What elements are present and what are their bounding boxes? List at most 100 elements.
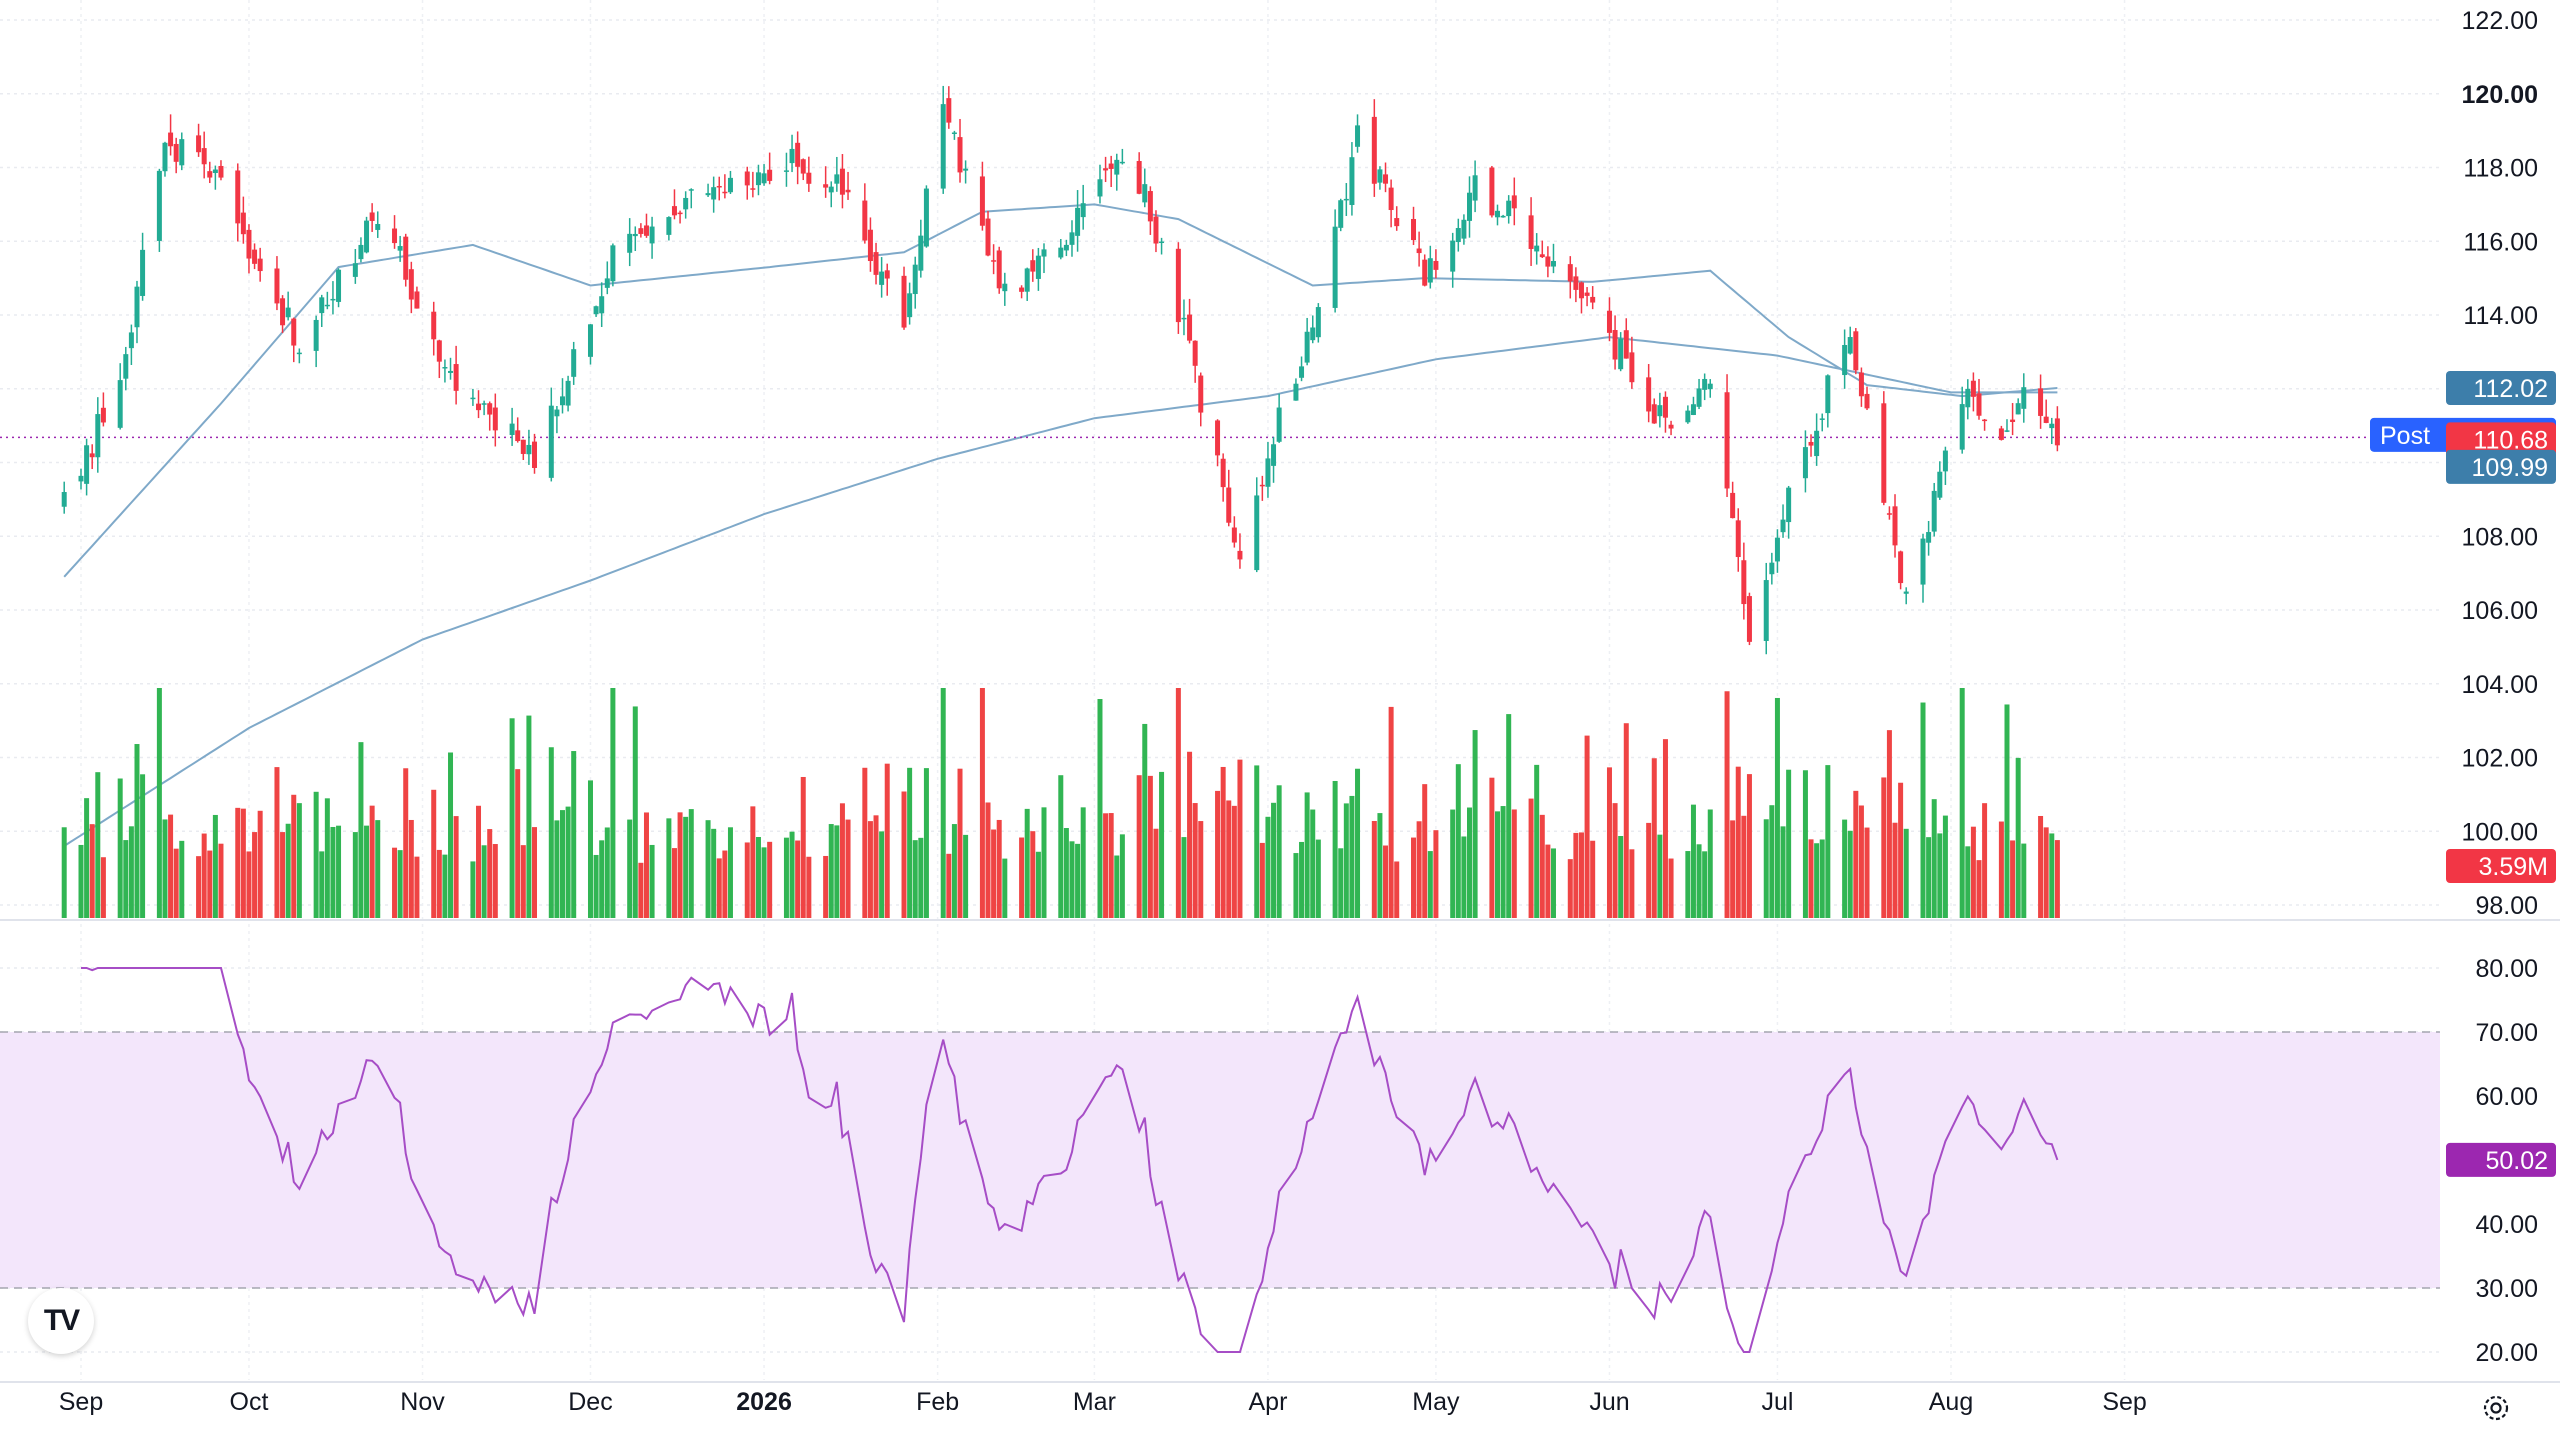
volume-bar xyxy=(476,805,482,918)
candle-body xyxy=(800,159,806,174)
volume-bar xyxy=(1299,841,1305,918)
candle-body xyxy=(1394,218,1400,227)
candle-body xyxy=(946,98,952,123)
candle-body xyxy=(1265,458,1271,487)
settings-gear-icon[interactable] xyxy=(2476,1388,2516,1428)
volume-bar xyxy=(1310,809,1316,918)
ma-slow-line xyxy=(63,336,2058,847)
candle-body xyxy=(1237,550,1243,560)
time-axis-label: Sep xyxy=(59,1388,103,1416)
candle-body xyxy=(240,212,246,235)
candle-body xyxy=(1741,560,1747,605)
candle-body xyxy=(1970,380,1976,397)
price-axis-label: 116.00 xyxy=(2463,228,2538,256)
volume-bar xyxy=(61,827,67,918)
volume-bar xyxy=(1136,775,1142,918)
candle-body xyxy=(2054,418,2060,446)
volume-bar xyxy=(408,819,414,918)
candle-body xyxy=(532,441,538,468)
candle-body xyxy=(795,142,801,167)
volume-bar xyxy=(1002,858,1008,918)
volume-bar xyxy=(918,837,924,918)
candle-body xyxy=(688,189,694,191)
volume-bar xyxy=(1276,785,1282,918)
candle-body xyxy=(1226,487,1232,523)
volume-bar xyxy=(1808,839,1814,918)
volume-bar xyxy=(711,828,717,918)
candle-body xyxy=(1455,228,1461,243)
candle-body xyxy=(923,188,929,247)
candle-body xyxy=(1926,532,1932,543)
volume-bar xyxy=(761,847,767,918)
candle-body xyxy=(1780,519,1786,533)
volume-bar xyxy=(1847,830,1853,918)
candle-body xyxy=(823,184,829,188)
volume-bar xyxy=(375,820,381,918)
candle-body xyxy=(1730,492,1736,519)
price-axis-label: 118.00 xyxy=(2463,155,2538,183)
volume-bar xyxy=(1427,851,1433,918)
volume-bar xyxy=(1198,821,1204,918)
volume-bar xyxy=(492,844,498,918)
volume-bar xyxy=(1181,837,1187,918)
candle-body xyxy=(1847,337,1853,354)
volume-bar xyxy=(1377,813,1383,918)
volume-bar xyxy=(1886,730,1892,918)
candle-body xyxy=(392,228,398,244)
candle-body xyxy=(1159,241,1165,244)
tradingview-logo[interactable]: TV xyxy=(28,1288,94,1354)
candle-body xyxy=(789,148,795,164)
volume-bar xyxy=(1545,844,1551,918)
candle-body xyxy=(1864,393,1870,409)
volume-bar xyxy=(1573,832,1579,918)
volume-bar xyxy=(240,808,246,918)
candle-body xyxy=(671,206,677,216)
candle-body xyxy=(442,367,448,369)
candle-body xyxy=(1293,383,1299,401)
candle-body xyxy=(1976,393,1982,416)
volume-bar xyxy=(1769,805,1775,918)
candle-body xyxy=(1539,254,1545,258)
volume-bar xyxy=(867,821,873,918)
volume-bar xyxy=(1293,853,1299,918)
volume-bar xyxy=(448,752,454,918)
price-axis-label: 122.00 xyxy=(2462,7,2538,35)
candle-body xyxy=(750,188,756,190)
candle-body xyxy=(134,286,140,328)
candle-body xyxy=(1500,215,1506,218)
candle-body xyxy=(1528,215,1534,249)
volume-bar xyxy=(1814,843,1820,918)
candle-body xyxy=(1982,419,1988,422)
volume-bar xyxy=(912,840,918,918)
candle-body xyxy=(196,135,202,153)
candle-body xyxy=(403,236,409,280)
volume-bar xyxy=(1724,691,1730,918)
volume-bar xyxy=(671,848,677,918)
volume-bar xyxy=(907,767,913,918)
candle-body xyxy=(431,311,437,340)
rsi-axis-label: 60.00 xyxy=(2475,1083,2538,1111)
volume-bar xyxy=(1550,848,1556,918)
candle-body xyxy=(1119,161,1125,164)
volume-bar xyxy=(526,715,532,918)
volume-bar xyxy=(879,831,885,918)
volume-bar xyxy=(946,853,952,918)
volume-bar xyxy=(1825,765,1831,918)
volume-badge-bg xyxy=(2446,849,2556,883)
volume-bar xyxy=(716,858,722,918)
candle-body xyxy=(2049,423,2055,429)
volume-bar xyxy=(862,767,868,918)
candle-body xyxy=(1735,520,1741,558)
candle-body xyxy=(515,430,521,442)
volume-bar xyxy=(431,789,437,918)
volume-bar xyxy=(963,834,969,918)
volume-bar xyxy=(979,688,985,918)
price-axis-label: 102.00 xyxy=(2462,745,2538,773)
candle-body xyxy=(1371,116,1377,184)
candle-body xyxy=(330,298,336,301)
candle-body xyxy=(649,226,655,244)
volume-bar xyxy=(1147,775,1153,918)
candle-body xyxy=(319,297,325,314)
